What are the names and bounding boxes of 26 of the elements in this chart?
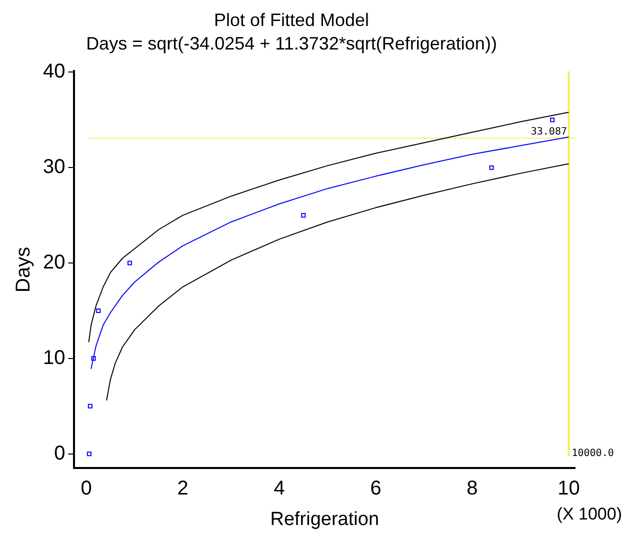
x-tick-label: 0 (80, 478, 92, 500)
y-axis-title: Days (12, 246, 35, 292)
point (550, 118, 555, 122)
text: (X 1000) (556, 504, 622, 524)
point (127, 260, 132, 266)
ref-line-label: 33.087 (530, 126, 567, 138)
point (96, 308, 101, 314)
point (301, 213, 306, 218)
chart-subtitle: Days = sqrt(-34.0254 + 11.3732*sqrt(Refrigeration)) (86, 33, 497, 54)
y-tick-label: 10 (42, 346, 66, 369)
y-tick-label: 20 (42, 252, 66, 274)
x-tick-label: 4 (274, 478, 285, 500)
y-tick-label: 30 (42, 156, 66, 178)
x-tick-label: 8 (466, 478, 478, 500)
x-tick-label: 2 (177, 478, 188, 500)
ref-line-label: 10000.0 (572, 448, 614, 459)
x-axis-title: Refrigeration (270, 508, 380, 530)
chart-title: Plot of Fitted Model (214, 10, 370, 30)
point (91, 356, 96, 361)
y-tick-label: 0 (54, 442, 66, 464)
point (86, 452, 92, 456)
y-tick-label: 40 (42, 60, 66, 83)
x-tick-label: 6 (370, 478, 382, 500)
point (88, 404, 92, 408)
x-tick-label: 10 (558, 478, 580, 500)
point (489, 165, 494, 170)
